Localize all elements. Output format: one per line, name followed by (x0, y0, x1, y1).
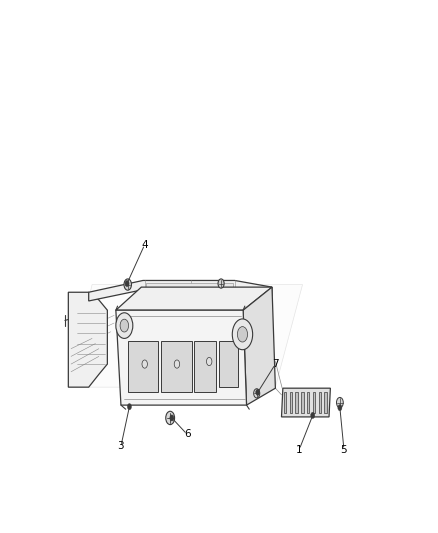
Polygon shape (282, 388, 330, 417)
Text: 3: 3 (118, 441, 124, 451)
Polygon shape (116, 310, 247, 405)
Text: 4: 4 (141, 239, 148, 249)
Polygon shape (301, 392, 304, 413)
Circle shape (142, 360, 148, 368)
Text: 6: 6 (184, 430, 191, 439)
Circle shape (256, 389, 260, 395)
Polygon shape (128, 341, 158, 392)
Polygon shape (68, 285, 303, 387)
Circle shape (232, 319, 253, 350)
Polygon shape (194, 341, 216, 392)
Circle shape (170, 415, 174, 421)
Circle shape (206, 358, 212, 366)
Circle shape (174, 360, 180, 368)
Polygon shape (284, 392, 286, 413)
Circle shape (124, 279, 131, 290)
Polygon shape (219, 341, 238, 387)
Circle shape (218, 279, 224, 288)
Circle shape (237, 327, 247, 342)
Circle shape (311, 413, 315, 418)
Polygon shape (116, 287, 272, 310)
Circle shape (166, 411, 175, 425)
Polygon shape (243, 287, 276, 405)
Circle shape (120, 319, 129, 332)
Polygon shape (161, 341, 191, 392)
Polygon shape (146, 282, 233, 289)
Polygon shape (307, 392, 309, 413)
Circle shape (336, 398, 343, 408)
Polygon shape (88, 280, 272, 301)
Text: 1: 1 (296, 445, 303, 455)
Circle shape (116, 313, 133, 338)
Polygon shape (313, 392, 315, 413)
Polygon shape (68, 292, 107, 387)
Circle shape (254, 389, 260, 398)
Text: 5: 5 (341, 445, 347, 455)
Polygon shape (290, 392, 292, 413)
Polygon shape (295, 392, 298, 413)
Circle shape (338, 405, 342, 411)
Text: 7: 7 (272, 359, 279, 369)
Polygon shape (324, 392, 327, 413)
Circle shape (125, 280, 129, 287)
Polygon shape (318, 392, 321, 413)
Circle shape (127, 403, 131, 410)
